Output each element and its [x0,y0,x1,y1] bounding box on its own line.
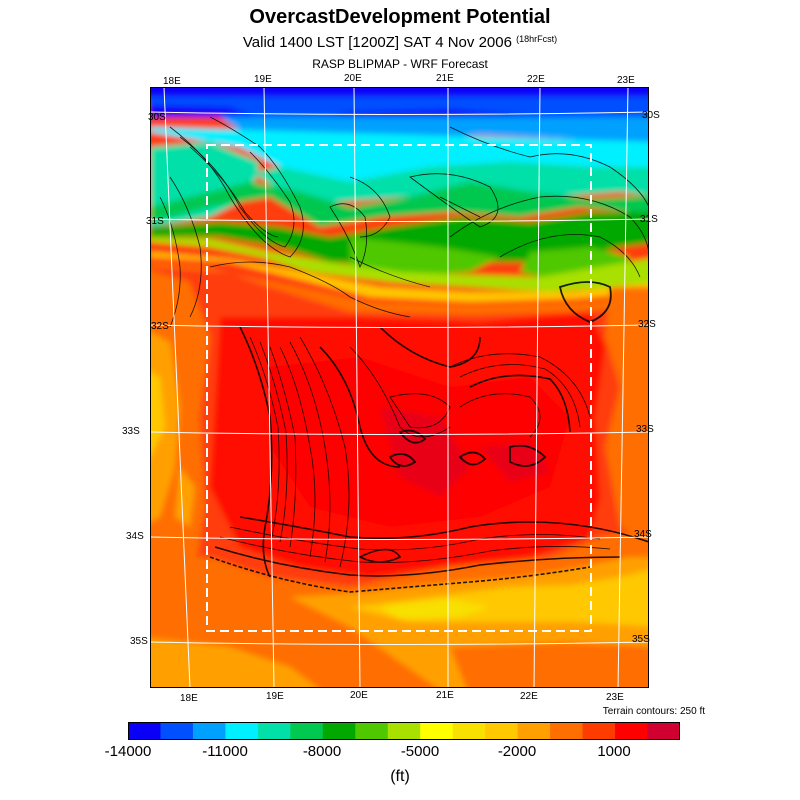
legend-swatch [647,722,680,740]
legend-border [128,722,680,740]
legend-swatch [355,722,389,740]
legend-swatch [192,722,226,740]
legend-swatch [615,722,649,740]
lon-label-top: 20E [344,73,362,84]
legend-unit: (ft) [390,768,410,785]
legend-swatch [582,722,616,740]
map-frame [150,87,649,688]
lon-label-top: 23E [617,75,635,86]
lon-label-top: 21E [436,73,454,84]
lon-label-bottom: 18E [180,693,198,704]
map-title: OvercastDevelopment Potential [249,6,551,28]
forecast-map-canvas [150,87,649,688]
lon-label-top: 22E [527,74,545,85]
lat-label-left: 33S [122,426,140,437]
legend-swatch [225,722,259,740]
lon-label-bottom: 21E [436,690,454,701]
overcast-field [150,87,649,688]
lat-label-right: 32S [638,319,656,330]
legend-tick-label: -14000 [104,743,152,760]
lat-label-right: 30S [642,110,660,121]
legend-tick-label: 1000 [597,743,631,760]
terrain-contour-note: Terrain contours: 250 ft [602,706,705,717]
legend-tick-label: -11000 [202,743,248,760]
lat-lon-grid [150,87,649,688]
valid-time-text: Valid 1400 LST [1200Z] SAT 4 Nov 2006 [242,34,512,51]
lat-label-left: 34S [126,531,144,542]
lat-label-left: 35S [130,636,148,647]
terrain-contours [159,116,649,593]
legend-swatch [550,722,584,740]
legend-swatch [128,722,161,740]
lat-label-left: 31S [146,216,164,227]
legend-swatch [257,722,291,740]
lon-label-top: 18E [163,76,181,87]
forecast-hour-note: (18hrFcst) [516,34,558,44]
lon-label-top: 19E [254,74,272,85]
lat-label-left: 30S [148,112,166,123]
legend-swatch [420,722,454,740]
lon-label-bottom: 19E [266,691,284,702]
legend-swatch [160,722,194,740]
legend-tick-label: -8000 [302,743,342,760]
lat-label-right: 35S [632,634,650,645]
legend-tick-label: -2000 [497,743,537,760]
forecast-map [150,87,649,688]
lat-label-right: 34S [634,529,652,540]
lat-label-left: 32S [151,321,169,332]
lat-label-right: 31S [640,214,658,225]
legend-swatch [322,722,356,740]
lon-label-bottom: 20E [350,690,368,701]
legend-tick-label: -5000 [400,743,440,760]
source-line: RASP BLIPMAP - WRF Forecast [312,57,488,71]
legend-swatch [452,722,486,740]
lon-label-bottom: 22E [520,691,538,702]
lon-label-bottom: 23E [606,692,624,703]
color-legend-bar [128,722,680,740]
lat-label-right: 33S [636,424,654,435]
legend-swatch [485,722,519,740]
legend-swatch [290,722,324,740]
valid-time-line: Valid 1400 LST [1200Z] SAT 4 Nov 2006 (1… [0,34,800,51]
legend-swatch [387,722,421,740]
legend-swatch [517,722,551,740]
